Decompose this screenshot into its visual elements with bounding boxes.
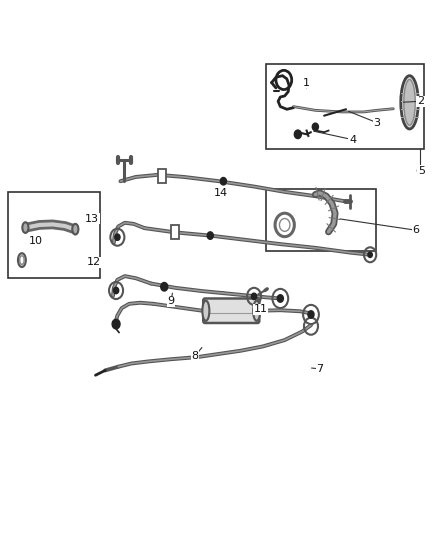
Circle shape — [312, 123, 318, 131]
Text: 13: 13 — [85, 214, 99, 223]
Ellipse shape — [404, 79, 415, 125]
Ellipse shape — [401, 76, 418, 129]
Text: 14: 14 — [214, 188, 228, 198]
Text: 6: 6 — [413, 225, 420, 235]
Ellipse shape — [18, 253, 26, 267]
Ellipse shape — [20, 256, 24, 264]
Ellipse shape — [202, 301, 209, 321]
Text: 4: 4 — [349, 135, 356, 144]
Circle shape — [251, 293, 257, 300]
Text: 2: 2 — [417, 96, 424, 106]
Text: 7: 7 — [316, 364, 323, 374]
Text: 8: 8 — [191, 351, 198, 361]
Bar — [158, 169, 166, 182]
Text: 10: 10 — [29, 236, 43, 246]
Circle shape — [113, 287, 119, 294]
Ellipse shape — [72, 224, 78, 235]
Circle shape — [417, 167, 424, 174]
Circle shape — [308, 311, 314, 318]
Text: 3: 3 — [373, 118, 380, 127]
Circle shape — [207, 232, 213, 239]
Bar — [171, 225, 179, 239]
Bar — [266, 64, 424, 149]
Circle shape — [220, 177, 226, 185]
Circle shape — [112, 319, 120, 329]
Circle shape — [294, 130, 301, 139]
Circle shape — [161, 282, 168, 291]
Circle shape — [277, 295, 283, 302]
Bar — [266, 189, 376, 251]
Text: 5: 5 — [418, 166, 425, 175]
Circle shape — [115, 234, 120, 240]
Text: 1: 1 — [303, 78, 310, 87]
Ellipse shape — [253, 301, 260, 321]
Circle shape — [368, 252, 372, 257]
Bar — [8, 192, 100, 278]
Text: 9: 9 — [167, 296, 174, 306]
Text: 11: 11 — [254, 304, 268, 314]
Ellipse shape — [22, 222, 28, 233]
Text: 12: 12 — [87, 257, 101, 267]
FancyBboxPatch shape — [203, 298, 259, 323]
